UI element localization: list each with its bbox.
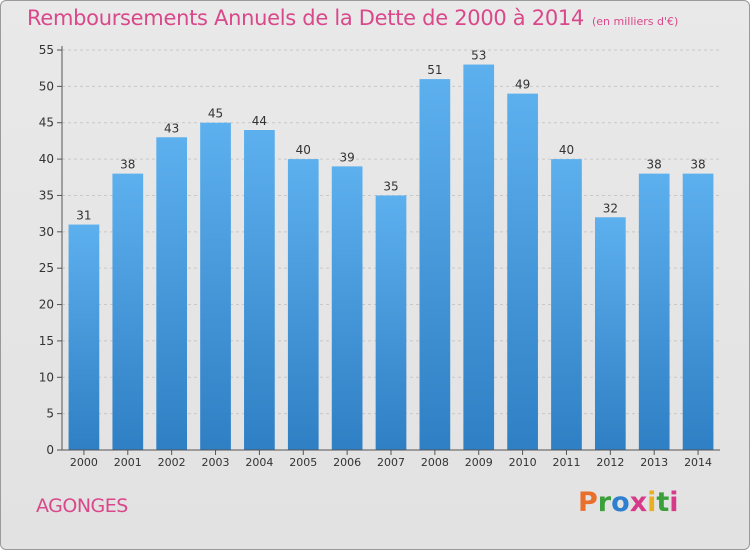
data-label: 32 [603,201,618,215]
x-tick-label: 2000 [70,456,98,469]
axes: 0 5 10 15 20 25 30 35 40 45 50 55 2000 2001 2002 2003 20… [39,43,720,469]
y-tick-label: 55 [39,43,54,57]
logo-letter: P [578,487,598,518]
y-tick-label: 20 [39,298,54,312]
data-label: 35 [383,179,398,193]
y-tick-label: 50 [39,79,54,93]
bar-2013 [638,173,670,451]
x-tick-label: 2007 [377,456,405,469]
logo-letter: o [611,487,630,518]
y-tick-label: 15 [39,334,54,348]
data-label: 40 [559,143,574,157]
y-tick-label: 10 [39,370,54,384]
data-label: 40 [296,143,311,157]
bar-2010 [507,93,538,451]
logo-letter: r [597,487,612,518]
bar-2000 [68,224,100,450]
bars: 31 38 43 45 44 40 39 35 51 53 49 40 32 38 38 [68,49,714,451]
x-tick-label: 2006 [333,456,361,469]
y-tick-label: 40 [39,152,54,166]
data-label: 44 [252,114,267,128]
y-tick-label: 35 [39,188,54,202]
chart-subtitle: (en milliers d'€) [592,15,679,28]
x-tick-label: 2013 [640,456,668,469]
y-tick-label: 30 [39,225,54,239]
bar-2014 [682,173,714,451]
y-tick-label: 5 [46,407,54,421]
data-label: 31 [76,209,91,223]
x-tick-label: 2004 [245,456,273,469]
bar-2007 [375,195,407,450]
data-label: 38 [647,158,662,172]
data-label: 39 [339,150,354,164]
x-tick-label: 2008 [421,456,449,469]
y-tick-label: 0 [46,443,54,457]
x-tick-label: 2002 [158,456,186,469]
data-label: 45 [208,107,223,121]
commune-name: AGONGES [36,495,128,517]
proxiti-logo: Proxiti [578,487,679,518]
x-tick-label: 2014 [684,456,712,469]
data-label: 38 [690,158,705,172]
bar-2011 [551,159,582,450]
x-tick-label: 2010 [509,456,537,469]
logo-letter: i [647,487,657,518]
bar-2003 [200,122,231,451]
data-label: 49 [515,78,530,92]
bar-2012 [594,217,626,450]
y-tick-label: 45 [39,116,54,130]
chart-title-text: Remboursements Annuels de la Dette de 20… [27,6,584,30]
x-tick-label: 2009 [465,456,493,469]
logo-letter: x [629,487,648,518]
data-label: 53 [471,49,486,63]
bar-2002 [156,137,188,451]
chart-title: Remboursements Annuels de la Dette de 20… [27,6,678,30]
x-tick-label: 2001 [114,456,142,469]
x-tick-label: 2003 [202,456,230,469]
data-label: 51 [427,63,442,77]
bar-2006 [331,166,363,450]
x-tick-label: 2012 [596,456,624,469]
y-tick-label: 25 [39,261,54,275]
x-tick-label: 2011 [552,456,580,469]
bar-2005 [287,159,319,450]
logo-letter: i [669,487,679,518]
data-label: 43 [164,121,179,135]
bar-2009 [463,64,495,450]
bar-2001 [112,173,144,451]
bar-2008 [419,79,451,450]
data-label: 38 [120,158,135,172]
bar-2004 [244,130,275,450]
logo-letter: t [656,487,670,518]
x-tick-label: 2005 [289,456,317,469]
